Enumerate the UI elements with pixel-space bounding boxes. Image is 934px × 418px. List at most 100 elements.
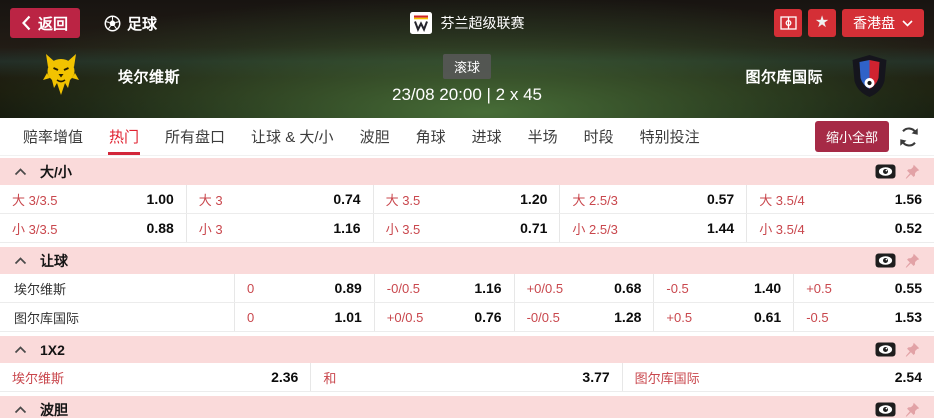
- odds-cell[interactable]: +0/0.5 0.68: [515, 274, 655, 302]
- tab-item-4[interactable]: 波胆: [359, 129, 390, 146]
- favorite-button[interactable]: ★: [808, 9, 836, 37]
- odds-value: 1.01: [334, 309, 362, 325]
- market-tabs: 赔率增值 热门 所有盘口 让球 & 大/小 波胆 角球 进球 半场 时段 特别投注 缩小全部: [0, 118, 934, 156]
- cashout-eye-icon[interactable]: [875, 342, 896, 357]
- tab-item-0[interactable]: 赔率增值: [23, 129, 84, 146]
- odds-label: 小 3: [198, 221, 223, 237]
- match-info: 埃尔维斯 滚球 23/08 20:00 | 2 x 45 图尔库国际: [0, 48, 934, 118]
- odds-label: -0/0.5: [386, 280, 421, 296]
- field-overview-icon: [779, 16, 797, 30]
- market-section-1x2: 1X2 埃尔维斯 2.36 和 3.77 图尔库国际 2.54: [0, 336, 934, 392]
- back-button[interactable]: 返回: [10, 8, 81, 38]
- odds-cell[interactable]: 小 3/3.5 0.88: [0, 214, 187, 242]
- odds-cell[interactable]: 大 3.5 1.20: [374, 185, 561, 213]
- odds-value: 2.36: [271, 369, 299, 385]
- tab-item-3[interactable]: 让球 & 大/小: [251, 129, 334, 146]
- odds-label: 小 2.5/3: [572, 221, 618, 237]
- refresh-button[interactable]: [898, 126, 920, 148]
- odds-cell[interactable]: +0/0.5 0.76: [375, 303, 515, 331]
- tab-item-9[interactable]: 特别投注: [639, 129, 700, 146]
- odds-cell[interactable]: 埃尔维斯 2.36: [0, 363, 312, 391]
- odds-value: 1.44: [706, 220, 735, 236]
- tab-item-5[interactable]: 角球: [415, 129, 446, 146]
- pin-icon[interactable]: [905, 402, 920, 417]
- odds-label: +0/0.5: [526, 280, 564, 296]
- odds-row: 埃尔维斯 0 0.89 -0/0.5 1.16 +0/0.5 0.68 -0.5 1.40 +0.…: [0, 274, 934, 303]
- league-name: 芬兰超级联赛: [440, 15, 525, 31]
- odds-cell[interactable]: 0 0.89: [235, 274, 375, 302]
- odds-value: 1.56: [894, 191, 922, 207]
- section-header-over-under[interactable]: 大/小: [0, 158, 934, 185]
- tab-item-6[interactable]: 进球: [471, 129, 502, 146]
- odds-label: 小 3/3.5: [12, 221, 58, 237]
- collapse-chevron-icon[interactable]: [14, 345, 27, 354]
- odds-cell[interactable]: 图尔库国际 2.54: [623, 363, 934, 391]
- odds-label: 大 3/3.5: [12, 192, 58, 208]
- pin-icon[interactable]: [905, 164, 920, 179]
- odds-label: -0.5: [806, 309, 829, 325]
- sport-breadcrumb[interactable]: 足球: [104, 7, 157, 39]
- odds-cell[interactable]: 0 1.01: [235, 303, 375, 331]
- odds-cell[interactable]: 大 3/3.5 1.00: [0, 185, 187, 213]
- odds-cell[interactable]: 小 3.5/4 0.52: [747, 214, 934, 242]
- odds-value: 0.61: [753, 309, 782, 325]
- collapse-all-button[interactable]: 缩小全部: [814, 121, 889, 152]
- odds-cell[interactable]: 大 3.5/4 1.56: [747, 185, 934, 213]
- odds-cell[interactable]: 小 3 1.16: [187, 214, 374, 242]
- pin-icon[interactable]: [905, 253, 920, 268]
- away-team-name: 图尔库国际: [745, 68, 823, 86]
- pin-icon[interactable]: [905, 342, 920, 357]
- odds-cell[interactable]: 小 2.5/3 1.44: [560, 214, 748, 242]
- odds-format-dropdown[interactable]: 香港盘: [842, 9, 924, 37]
- odds-label: 图尔库国际: [634, 370, 700, 386]
- odds-cell[interactable]: 小 3.5 0.71: [374, 214, 561, 242]
- section-header-handicap[interactable]: 让球: [0, 247, 934, 274]
- odds-label: +0/0.5: [386, 309, 424, 325]
- odds-cell[interactable]: 大 3 0.74: [187, 185, 374, 213]
- tab-item-8[interactable]: 时段: [583, 129, 614, 146]
- odds-cell[interactable]: +0.5 0.55: [794, 274, 934, 302]
- odds-label: -0/0.5: [526, 309, 560, 325]
- league-crest-icon: [409, 12, 432, 34]
- cashout-eye-icon[interactable]: [875, 253, 896, 268]
- section-header-correct-score[interactable]: 波胆: [0, 396, 934, 418]
- match-header: 返回 足球 芬兰超级联赛 ★ 香港盘 埃尔维斯 滚球: [0, 0, 934, 118]
- odds-label: +0.5: [666, 309, 693, 325]
- home-team-logo: [42, 54, 80, 98]
- home-team: 埃尔维斯: [42, 54, 180, 98]
- odds-cell[interactable]: -0.5 1.53: [794, 303, 934, 331]
- pitch-view-button[interactable]: [774, 9, 802, 37]
- odds-cell[interactable]: -0/0.5 1.28: [515, 303, 655, 331]
- odds-value: 0.74: [333, 191, 361, 207]
- odds-value: 0.89: [334, 280, 362, 296]
- section-header-1x2[interactable]: 1X2: [0, 336, 934, 363]
- odds-label: -0.5: [666, 280, 689, 296]
- cashout-eye-icon[interactable]: [875, 402, 896, 417]
- collapse-chevron-icon[interactable]: [14, 405, 27, 414]
- odds-value: 3.77: [582, 369, 610, 385]
- odds-label: 大 2.5/3: [572, 192, 618, 208]
- tab-item-2[interactable]: 所有盘口: [165, 129, 226, 146]
- odds-cell[interactable]: +0.5 0.61: [654, 303, 795, 331]
- odds-value: 1.16: [474, 280, 502, 296]
- live-badge: 滚球: [442, 54, 492, 79]
- section-title: 1X2: [40, 341, 65, 358]
- collapse-chevron-icon[interactable]: [14, 256, 27, 265]
- match-time: 23/08 20:00 | 2 x 45: [392, 85, 542, 104]
- section-title: 让球: [40, 252, 68, 269]
- cashout-eye-icon[interactable]: [875, 164, 896, 179]
- odds-cell[interactable]: -0.5 1.40: [654, 274, 795, 302]
- odds-cell[interactable]: 大 2.5/3 0.57: [560, 185, 748, 213]
- odds-label: 小 3.5/4: [759, 221, 805, 237]
- market-section-handicap: 让球 埃尔维斯 0 0.89 -0/0.5 1.16 +0/0.5 0.68 -0.5 1.40 +…: [0, 247, 934, 332]
- odds-value: 1.28: [614, 309, 642, 325]
- tab-item-1[interactable]: 热门: [96, 118, 152, 155]
- chevron-left-icon: [22, 15, 31, 31]
- tab-item-7[interactable]: 半场: [527, 129, 558, 146]
- away-team-logo: [851, 54, 888, 98]
- odds-cell[interactable]: 和 3.77: [311, 363, 623, 391]
- market-section-correct-score: 波胆: [0, 396, 934, 418]
- collapse-chevron-icon[interactable]: [14, 167, 27, 176]
- odds-cell[interactable]: -0/0.5 1.16: [375, 274, 515, 302]
- home-team-name: 埃尔维斯: [118, 68, 181, 86]
